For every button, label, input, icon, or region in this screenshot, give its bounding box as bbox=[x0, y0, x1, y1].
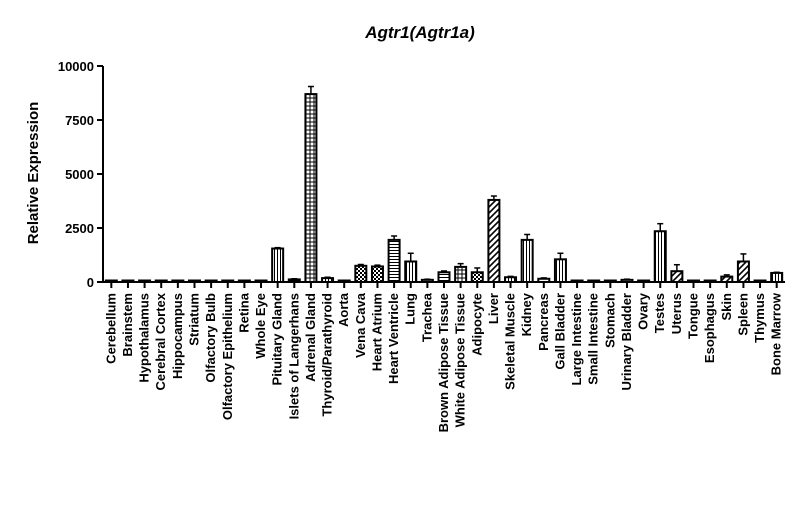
bar bbox=[304, 93, 318, 283]
bar bbox=[370, 265, 384, 283]
x-tick-label: Small Intestine bbox=[586, 293, 601, 385]
x-tick-label: Whole Eye bbox=[253, 293, 268, 359]
y-tick-label: 10000 bbox=[58, 59, 94, 74]
bar bbox=[736, 260, 750, 284]
x-tick-label: Tongue bbox=[686, 293, 701, 339]
x-tick-label: Hypothalamus bbox=[137, 293, 152, 383]
x-tick-label: Trachea bbox=[419, 292, 434, 342]
bar bbox=[454, 265, 468, 284]
x-tick-label: Skin bbox=[719, 293, 734, 321]
x-tick-label: Cerebellum bbox=[103, 293, 118, 364]
x-tick-label: Lung bbox=[403, 293, 418, 325]
bar bbox=[670, 270, 684, 284]
x-tick-label: Islets of Langerhans bbox=[286, 293, 301, 419]
bar bbox=[487, 198, 501, 283]
x-tick-label: Liver bbox=[486, 293, 501, 324]
x-tick-label: Testes bbox=[652, 293, 667, 333]
x-tick-label: Esophagus bbox=[702, 293, 717, 363]
y-axis-label: Relative Expression bbox=[25, 102, 42, 245]
x-tick-label: Urinary Bladder bbox=[619, 293, 634, 391]
x-tick-label: Heart Ventricle bbox=[386, 293, 401, 384]
x-tick-label: Heart Atrium bbox=[369, 293, 384, 371]
x-tick-label: Aorta bbox=[336, 292, 351, 327]
y-tick-label: 0 bbox=[87, 275, 94, 290]
x-tick-label: Brainstem bbox=[120, 293, 135, 357]
bar bbox=[653, 230, 667, 284]
x-tick-label: White Adipose Tissue bbox=[453, 293, 468, 427]
x-tick-label: Adipocyte bbox=[469, 293, 484, 356]
x-tick-label: Vena Cava bbox=[353, 292, 368, 358]
x-tick-label: Cerebral Cortex bbox=[153, 292, 168, 390]
bar bbox=[387, 238, 401, 284]
bar bbox=[354, 264, 368, 283]
x-tick-label: Pancreas bbox=[536, 293, 551, 351]
bar bbox=[271, 247, 285, 284]
x-tick-label: Spleen bbox=[735, 293, 750, 336]
x-tick-label: Pituitary Gland bbox=[270, 293, 285, 386]
bar bbox=[437, 271, 451, 283]
x-tick-label: Olfactory Epithelium bbox=[220, 293, 235, 420]
x-tick-label: Kidney bbox=[519, 292, 534, 336]
x-tick-label: Skeletal Muscle bbox=[503, 293, 518, 390]
x-tick-label: Ovary bbox=[636, 292, 651, 330]
x-tick-label: Striatum bbox=[186, 293, 201, 346]
x-tick-label: Gall Bladder bbox=[552, 293, 567, 370]
bar bbox=[404, 260, 418, 284]
x-tick-label: Olfactory Bulb bbox=[203, 293, 218, 383]
x-tick-label: Hippocampus bbox=[170, 293, 185, 379]
y-tick-label: 7500 bbox=[65, 113, 94, 128]
bar bbox=[470, 271, 484, 283]
bars bbox=[104, 85, 784, 284]
x-tick-label: Large Intestine bbox=[569, 293, 584, 385]
x-axis: Cerebellum Brainstem Hypothalamus Cerebral … bbox=[103, 281, 785, 432]
x-tick-label: Brown Adipose Tissue bbox=[436, 293, 451, 432]
bar bbox=[553, 258, 567, 284]
y-tick-label: 2500 bbox=[65, 221, 94, 236]
x-tick-label: Thyroid/Parathyroid bbox=[320, 293, 335, 417]
x-tick-label: Thymus bbox=[752, 293, 767, 343]
bar bbox=[770, 271, 784, 284]
y-axis: 0 2500 5000 7500 10000 bbox=[58, 59, 104, 290]
x-tick-label: Uterus bbox=[669, 293, 684, 334]
bar bbox=[520, 238, 534, 284]
x-tick-label: Stomach bbox=[602, 293, 617, 348]
y-tick-label: 5000 bbox=[65, 167, 94, 182]
x-tick-label: Retina bbox=[236, 292, 251, 333]
x-tick-label: Adrenal Gland bbox=[303, 293, 318, 382]
chart-title: Agtr1(Agtr1a) bbox=[364, 23, 475, 42]
x-tick-label: Bone Marrow bbox=[769, 292, 784, 375]
